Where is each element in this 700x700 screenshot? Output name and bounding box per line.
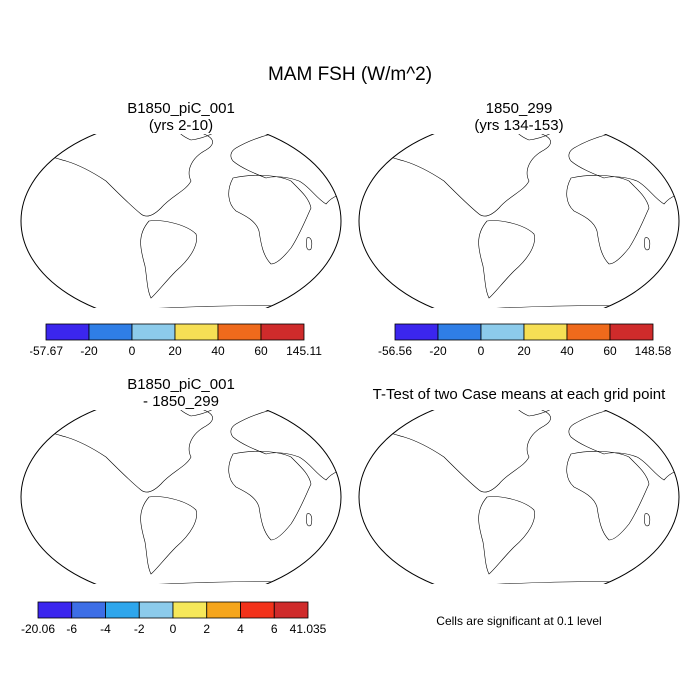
colorbar-tick-label: 40 <box>560 344 574 358</box>
panel-2-title: 1850_299 (yrs 134-153) <box>352 100 686 134</box>
colorbar-swatch <box>217 323 262 341</box>
colorbar-tick-label: 40 <box>211 344 225 358</box>
colorbar-tick-label: -57.67 <box>30 344 63 358</box>
panel-1-title-line1: B1850_piC_001 <box>127 100 235 117</box>
panel-1-colorbar: -57.67 -20 0 20 40 60 145.11 <box>30 323 322 358</box>
panel-3-map-border <box>20 410 342 584</box>
colorbar-swatch <box>172 601 208 619</box>
colorbar-swatch <box>609 323 654 341</box>
colorbar-swatch <box>240 601 275 619</box>
panel-1-title: B1850_piC_001 (yrs 2-10) <box>14 100 348 134</box>
colorbar-swatch <box>71 601 106 619</box>
colorbar-swatch <box>105 601 140 619</box>
panel-1-map <box>20 134 342 308</box>
colorbar-tick-label: -4 <box>100 622 111 636</box>
colorbar-swatch <box>260 323 305 341</box>
panel-1-map-border <box>20 134 342 308</box>
colorbar-tick-label: 0 <box>170 622 177 636</box>
colorbar-tick-label: 0 <box>129 344 136 358</box>
colorbar-tick-label: -20.06 <box>21 622 55 636</box>
panel-4-note: Cells are significant at 0.1 level <box>436 614 602 628</box>
panel-4-map-border <box>358 410 680 584</box>
panel-2-map-border <box>358 134 680 308</box>
panel-4-title: T-Test of two Case means at each grid po… <box>372 386 666 403</box>
colorbar-tick-label: -2 <box>134 622 145 636</box>
colorbar-tick-label: -20 <box>429 344 447 358</box>
colorbar-tick-label: -20 <box>80 344 98 358</box>
panel-4-map <box>358 410 680 584</box>
colorbar-swatch <box>437 323 482 341</box>
panel-3-title-line2: - 1850_299 <box>143 393 219 410</box>
panel-2-colorbar: -56.56 -20 0 20 40 60 148.58 <box>378 323 672 358</box>
colorbar-swatch <box>45 323 90 341</box>
figure-title: MAM FSH (W/m^2) <box>267 64 433 85</box>
colorbar-tick-label: 20 <box>517 344 531 358</box>
colorbar-tick-label: -56.56 <box>378 344 412 358</box>
colorbar-tick-label: 60 <box>254 344 268 358</box>
colorbar-swatch <box>394 323 439 341</box>
panel-3-map <box>20 410 342 584</box>
panel-1-title-line2: (yrs 2-10) <box>148 117 214 134</box>
panel-3-title-line1: B1850_piC_001 <box>127 376 235 393</box>
colorbar-swatch <box>138 601 174 619</box>
colorbar-swatch <box>566 323 611 341</box>
colorbar-tick-label: -6 <box>66 622 77 636</box>
panel-3-title: B1850_piC_001 - 1850_299 <box>14 376 348 410</box>
colorbar-swatch <box>131 323 176 341</box>
colorbar-tick-label: 60 <box>603 344 617 358</box>
colorbar-swatch <box>480 323 525 341</box>
colorbar-tick-label: 4 <box>237 622 244 636</box>
colorbar-tick-label: 0 <box>478 344 485 358</box>
colorbar-swatch <box>273 601 309 619</box>
colorbar-tick-label: 2 <box>203 622 210 636</box>
colorbar-tick-label: 6 <box>271 622 278 636</box>
colorbar-tick-label: 145.11 <box>286 344 322 358</box>
colorbar-tick-label: 41.035 <box>290 622 327 636</box>
colorbar-swatch <box>37 601 73 619</box>
panel-2-map <box>358 134 680 308</box>
colorbar-tick-label: 20 <box>168 344 182 358</box>
panel-2-title-line1: 1850_299 <box>485 100 553 117</box>
colorbar-swatch <box>174 323 219 341</box>
colorbar-swatch <box>523 323 568 341</box>
panel-3-colorbar: -20.06 -6 -4 -2 0 2 4 6 41.035 <box>21 601 327 636</box>
panel-2-title-line2: (yrs 134-153) <box>474 117 564 134</box>
colorbar-swatch <box>206 601 241 619</box>
colorbar-swatch <box>88 323 133 341</box>
colorbar-tick-label: 148.58 <box>635 344 672 358</box>
